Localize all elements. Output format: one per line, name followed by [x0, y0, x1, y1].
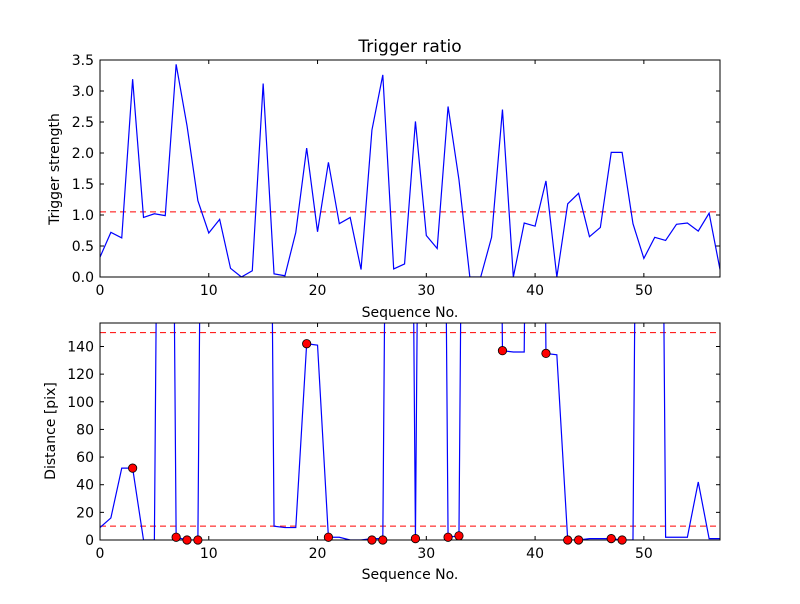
x-tick-label: 20 — [309, 546, 327, 562]
data-point-marker — [171, 532, 181, 542]
x-tick-label: 10 — [200, 283, 218, 299]
top-subplot: Trigger ratio Sequence No. Trigger stren… — [47, 37, 721, 321]
top-plot-area — [100, 64, 720, 277]
y-tick-label: 120 — [67, 367, 94, 383]
y-tick-label: 2.5 — [72, 115, 94, 131]
data-point-marker — [573, 535, 584, 545]
y-tick-label: 0.0 — [72, 270, 94, 286]
data-point-marker — [367, 535, 377, 545]
data-point-marker — [606, 534, 616, 544]
x-tick-label: 30 — [417, 283, 435, 299]
series-line — [100, 323, 720, 540]
y-tick-label: 1.5 — [72, 177, 94, 193]
x-tick-label: 50 — [635, 283, 653, 299]
bottom-plot-area — [100, 323, 720, 540]
y-tick-label: 3.0 — [72, 84, 94, 100]
y-tick-label: 1.0 — [72, 208, 94, 224]
top-axis-ticks: 0 10 20 30 40 50 0.0 0.5 1.0 1.5 2.0 2.5 3.0 3.5 — [72, 53, 720, 299]
top-axes-frame — [99, 59, 721, 278]
series-line — [100, 64, 720, 277]
y-tick-label: 40 — [76, 478, 94, 494]
bottom-axes-frame — [99, 322, 721, 541]
data-point-marker — [378, 535, 388, 545]
x-tick-label: 0 — [96, 546, 105, 562]
data-point-marker — [302, 339, 312, 349]
y-tick-label: 140 — [67, 339, 94, 355]
y-tick-label: 60 — [76, 450, 94, 466]
top-y-axis-label: Trigger strength — [47, 113, 63, 226]
x-tick-label: 20 — [309, 283, 327, 299]
x-tick-label: 30 — [417, 546, 435, 562]
data-point-marker — [443, 532, 453, 542]
y-tick-label: 3.5 — [72, 53, 94, 69]
bottom-subplot: Sequence No. Distance [pix] 0 10 20 30 40 500… — [43, 322, 721, 583]
y-tick-label: 0.5 — [72, 239, 94, 255]
data-point-marker — [497, 346, 508, 356]
x-tick-label: 0 — [96, 283, 105, 299]
x-tick-label: 50 — [635, 546, 653, 562]
y-tick-label: 20 — [76, 505, 94, 521]
bottom-y-axis-label: Distance [pix] — [43, 382, 59, 480]
data-point-marker — [323, 532, 334, 542]
data-point-marker — [193, 535, 203, 545]
data-point-marker — [541, 348, 551, 359]
data-point-marker — [563, 535, 573, 545]
data-point-marker — [128, 463, 138, 473]
bottom-x-axis-label: Sequence No. — [362, 567, 459, 583]
top-chart-title: Trigger ratio — [357, 37, 461, 57]
y-tick-label: 100 — [67, 395, 94, 411]
y-tick-label: 0 — [85, 533, 94, 549]
data-point-marker — [182, 535, 192, 545]
data-point-marker — [410, 534, 421, 544]
y-tick-label: 80 — [76, 422, 94, 438]
x-tick-label: 40 — [526, 283, 544, 299]
data-point-marker — [454, 531, 464, 541]
bottom-axis-ticks: 0 10 20 30 40 50 0 20 40 60 80 100 120 140 — [67, 323, 720, 562]
x-tick-label: 40 — [526, 546, 544, 562]
top-x-axis-label: Sequence No. — [362, 305, 459, 321]
y-tick-label: 2.0 — [72, 146, 94, 162]
data-point-marker — [617, 535, 627, 545]
x-tick-label: 10 — [200, 546, 218, 562]
